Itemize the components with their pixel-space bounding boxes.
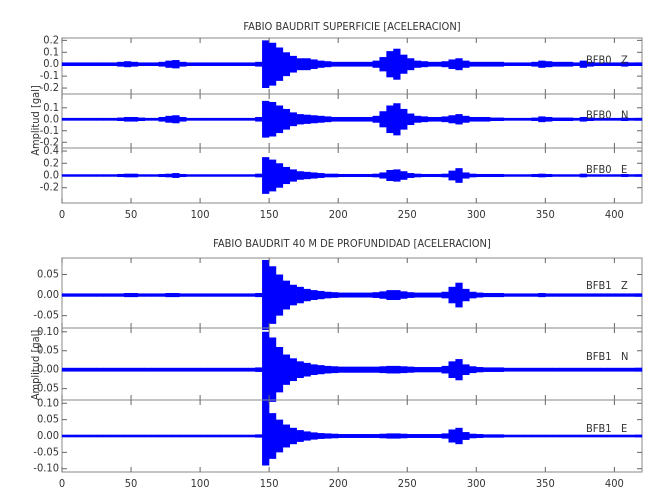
trace-name: BFB1 Z <box>586 279 628 292</box>
x-tick-label: 150 <box>260 208 279 221</box>
y-tick-label: 0.10 <box>37 396 59 409</box>
x-tick-label: 100 <box>191 208 210 221</box>
y-tick-label: -0.05 <box>33 445 59 458</box>
y-tick-label: 0.2 <box>43 33 59 46</box>
y-tick-label: 0.4 <box>43 144 59 157</box>
x-tick-label: 200 <box>329 208 348 221</box>
x-tick-label: 0 <box>59 208 65 221</box>
y-tick-label: 0.10 <box>37 325 59 338</box>
x-tick-label: 50 <box>125 208 138 221</box>
chart-title: FABIO BAUDRIT 40 M DE PROFUNDIDAD [ACELE… <box>213 237 491 250</box>
panel-frame <box>61 327 643 401</box>
x-tick-label: 100 <box>191 477 210 490</box>
x-tick-label: 250 <box>398 208 417 221</box>
y-tick-label: -0.2 <box>40 181 59 194</box>
y-tick-label: -0.2 <box>40 135 59 148</box>
x-tick-label: 300 <box>467 208 486 221</box>
x-tick-label: 300 <box>467 477 486 490</box>
y-tick-label: 0.2 <box>43 156 59 169</box>
y-tick-label: -0.05 <box>33 382 59 395</box>
y-axis-label: Amplitud [gal] <box>29 330 42 401</box>
chart-title: FABIO BAUDRIT SUPERFICIE [ACELERACION] <box>243 20 460 33</box>
y-axis-label: Amplitud [gal] <box>29 85 42 156</box>
y-tick-label: 0.05 <box>37 413 59 426</box>
y-tick-label: 0.00 <box>37 363 59 376</box>
y-tick-label: 0.1 <box>43 45 59 58</box>
y-tick-label: 0.05 <box>37 344 59 357</box>
x-tick-label: 0 <box>59 477 65 490</box>
y-tick-label: 0.1 <box>43 101 59 114</box>
y-tick-label: 0.00 <box>37 429 59 442</box>
y-tick-label: 0.0 <box>43 57 59 70</box>
x-tick-label: 50 <box>125 477 138 490</box>
trace-name: BFB0 N <box>586 109 628 122</box>
x-tick-label: 150 <box>260 477 279 490</box>
x-tick-label: 350 <box>536 477 555 490</box>
trace-name: BFB1 N <box>586 350 628 363</box>
y-tick-label: -0.2 <box>40 81 59 94</box>
y-tick-label: -0.05 <box>33 309 59 322</box>
y-tick-label: 0.0 <box>43 169 59 182</box>
y-tick-label: 0.00 <box>37 288 59 301</box>
x-tick-label: 350 <box>536 208 555 221</box>
y-tick-label: -0.10 <box>33 462 59 475</box>
y-tick-label: -0.1 <box>40 124 59 137</box>
x-tick-label: 250 <box>398 477 417 490</box>
trace-name: BFB1 E <box>586 422 627 435</box>
trace-name: BFB0 Z <box>586 53 628 66</box>
trace-name: BFB0 E <box>586 163 627 176</box>
y-tick-label: 0.05 <box>37 267 59 280</box>
x-tick-label: 200 <box>329 477 348 490</box>
y-tick-label: 0.0 <box>43 112 59 125</box>
x-tick-label: 400 <box>605 208 624 221</box>
x-tick-label: 400 <box>605 477 624 490</box>
y-tick-label: -0.1 <box>40 69 59 82</box>
